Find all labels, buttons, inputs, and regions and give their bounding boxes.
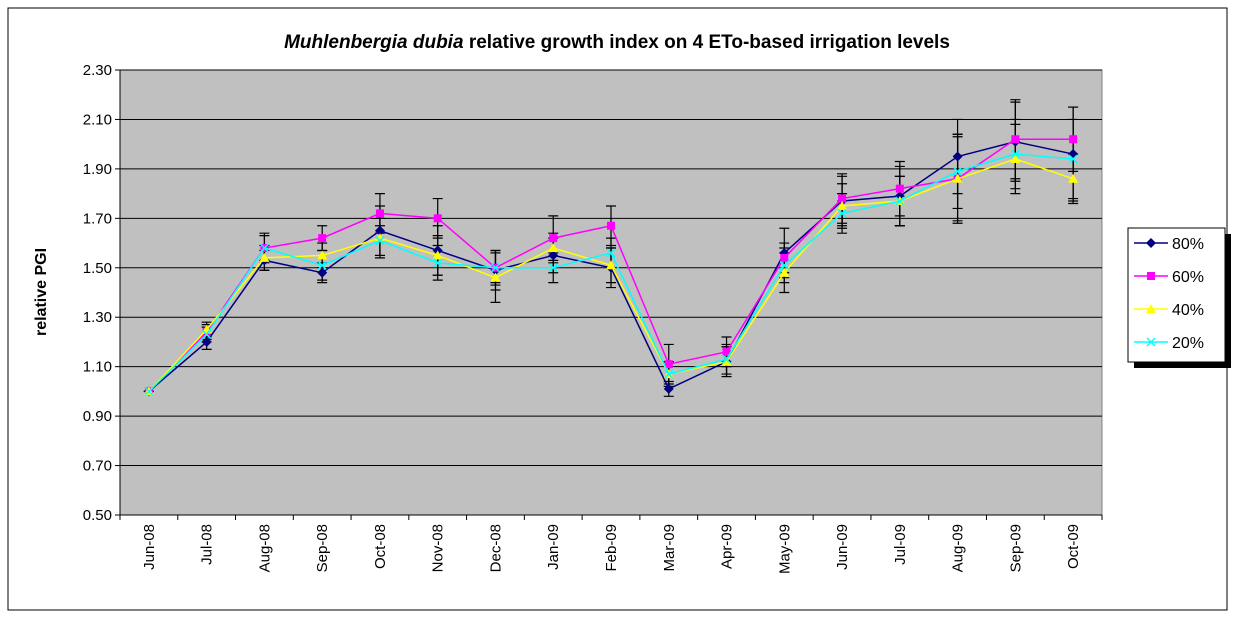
x-tick-label: Jun-08	[141, 524, 158, 570]
marker	[259, 243, 269, 253]
marker	[433, 214, 442, 223]
y-tick-label: 0.50	[83, 507, 112, 524]
y-axis-label: relative PGI	[33, 248, 50, 336]
marker	[1068, 154, 1078, 164]
title-text: relative growth index on 4 ETo-based irr…	[469, 32, 950, 53]
marker	[374, 233, 385, 243]
legend-label: 80%	[1172, 236, 1204, 253]
marker	[374, 225, 385, 236]
legend	[1127, 227, 1226, 363]
marker	[548, 250, 559, 261]
x-tick-label: Jul-09	[892, 524, 909, 565]
marker	[259, 252, 270, 262]
x-tick-label: May-09	[776, 524, 793, 574]
y-tick-label: 1.30	[83, 309, 112, 326]
x-tick-label: Feb-09	[603, 524, 620, 572]
plot-area	[119, 69, 1103, 516]
marker	[838, 194, 847, 203]
marker	[663, 383, 674, 394]
x-tick-label: Aug-09	[950, 524, 967, 572]
y-tick-label: 2.10	[83, 111, 112, 128]
marker	[490, 272, 501, 282]
chart-title: Muhlenbergia dubia relative growth index…	[284, 32, 950, 53]
marker	[722, 347, 731, 356]
y-tick-label: 2.30	[83, 62, 112, 79]
x-tick-label: Nov-08	[430, 524, 447, 572]
marker	[1147, 272, 1155, 280]
marker	[144, 386, 154, 396]
y-tick-label: 0.90	[83, 408, 112, 425]
marker	[664, 369, 674, 379]
x-tick-label: Sep-08	[314, 524, 331, 572]
x-tick-label: Aug-08	[256, 524, 273, 572]
marker	[780, 253, 789, 262]
x-tick-label: Jul-08	[199, 524, 216, 565]
marker	[779, 267, 790, 277]
legend-label: 40%	[1172, 302, 1204, 319]
marker	[317, 260, 327, 270]
marker	[1011, 135, 1020, 144]
marker	[1010, 149, 1020, 159]
marker	[1068, 173, 1079, 183]
marker	[317, 250, 328, 260]
marker	[664, 360, 673, 369]
marker	[549, 234, 558, 243]
marker	[895, 196, 905, 206]
marker	[433, 258, 443, 268]
marker	[1146, 238, 1156, 248]
marker	[1146, 304, 1156, 313]
x-tick-label: Jan-09	[545, 524, 562, 570]
title-species: Muhlenbergia dubia	[284, 32, 464, 53]
marker	[837, 200, 848, 210]
x-tick-label: Oct-08	[372, 524, 389, 569]
x-tick-label: Apr-09	[719, 524, 736, 569]
y-tick-label: 0.70	[83, 458, 112, 475]
marker	[606, 260, 616, 270]
y-tick-label: 1.90	[83, 161, 112, 178]
marker	[606, 248, 616, 258]
marker	[721, 356, 732, 366]
marker	[375, 209, 384, 218]
legend-label: 60%	[1172, 269, 1204, 286]
marker	[607, 221, 615, 230]
marker	[1010, 154, 1021, 163]
marker	[432, 250, 443, 260]
marker	[952, 151, 963, 162]
marker	[318, 234, 327, 243]
x-tick-label: Jun-09	[834, 524, 851, 570]
marker	[721, 354, 732, 364]
legend-label: 20%	[1172, 335, 1204, 352]
y-tick-label: 1.10	[83, 359, 112, 376]
y-tick-label: 1.70	[83, 210, 112, 227]
x-tick-label: Sep-09	[1007, 524, 1024, 572]
marker	[1069, 135, 1078, 144]
x-tick-label: Dec-08	[487, 524, 504, 572]
marker	[548, 263, 558, 273]
marker	[490, 263, 501, 273]
marker	[375, 236, 385, 246]
marker	[952, 173, 963, 183]
x-tick-label: Mar-09	[661, 524, 678, 572]
y-tick-label: 1.50	[83, 260, 112, 277]
marker	[953, 166, 963, 176]
marker	[548, 243, 559, 252]
marker	[779, 260, 789, 270]
marker	[317, 267, 328, 278]
marker	[1146, 337, 1156, 347]
x-tick-label: Oct-09	[1065, 524, 1082, 569]
marker	[837, 208, 847, 218]
marker	[201, 336, 212, 347]
marker	[895, 184, 904, 193]
marker	[202, 329, 212, 340]
marker	[779, 247, 790, 258]
